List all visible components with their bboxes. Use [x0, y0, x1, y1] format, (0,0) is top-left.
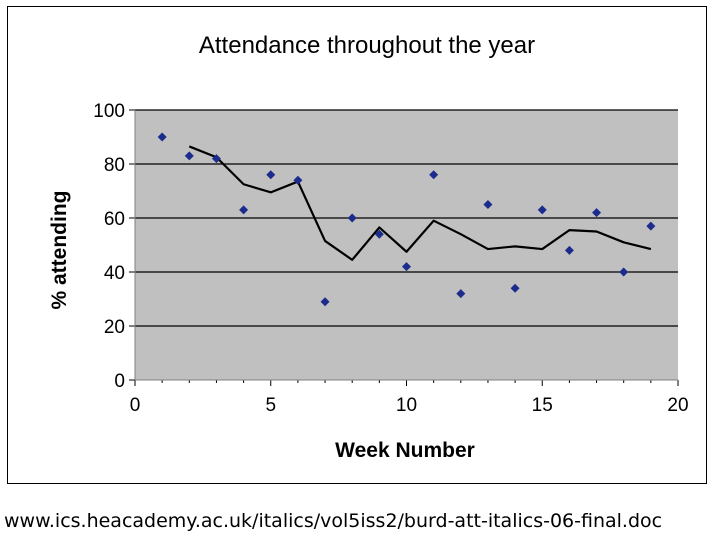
trend-line	[188, 145, 652, 261]
data-point	[211, 154, 221, 164]
y-tick-label: 80	[104, 155, 125, 176]
gridlines	[135, 109, 678, 327]
y-tick-label: 60	[104, 209, 125, 230]
data-point	[293, 175, 303, 185]
data-point	[537, 205, 547, 215]
y-axis-label: % attending	[48, 191, 71, 310]
y-tick-label: 0	[114, 371, 125, 392]
data-point	[184, 151, 194, 161]
data-point	[402, 262, 411, 272]
data-point	[483, 200, 493, 209]
data-point	[429, 170, 439, 180]
y-tick-label: 20	[104, 317, 125, 338]
data-point	[456, 289, 466, 299]
source-caption: www.ics.heacademy.ac.uk/italics/vol5iss2…	[4, 510, 663, 532]
tick-labels: 0 20 40 60 80 100 0 5 10 15 20	[93, 101, 688, 416]
x-tick-label: 10	[396, 395, 417, 416]
x-tick-label: 0	[130, 395, 141, 416]
data-point	[374, 229, 384, 239]
attendance-chart: Attendance throughout the year 0 20 40 60 80…	[48, 32, 689, 462]
x-tick-label: 20	[667, 395, 688, 416]
chart-title: Attendance throughout the year	[199, 32, 535, 59]
data-point	[266, 170, 276, 180]
chart-frame: Attendance throughout the year 0 20 40 60 80…	[7, 6, 707, 484]
data-point	[564, 245, 574, 255]
axes	[129, 109, 679, 386]
trend-line-group	[188, 145, 652, 261]
plot-area	[135, 110, 678, 380]
data-point	[239, 205, 249, 215]
data-point	[347, 213, 357, 223]
data-point	[619, 267, 629, 277]
data-point	[320, 297, 330, 307]
x-axis-label: Week Number	[335, 439, 475, 462]
y-tick-label: 40	[104, 263, 125, 284]
data-point	[592, 208, 602, 218]
data-points	[157, 132, 656, 307]
x-tick-label: 5	[265, 395, 276, 416]
data-point	[646, 221, 656, 231]
x-tick-label: 15	[532, 395, 553, 416]
data-point	[157, 132, 167, 142]
y-tick-label: 100	[93, 101, 125, 122]
